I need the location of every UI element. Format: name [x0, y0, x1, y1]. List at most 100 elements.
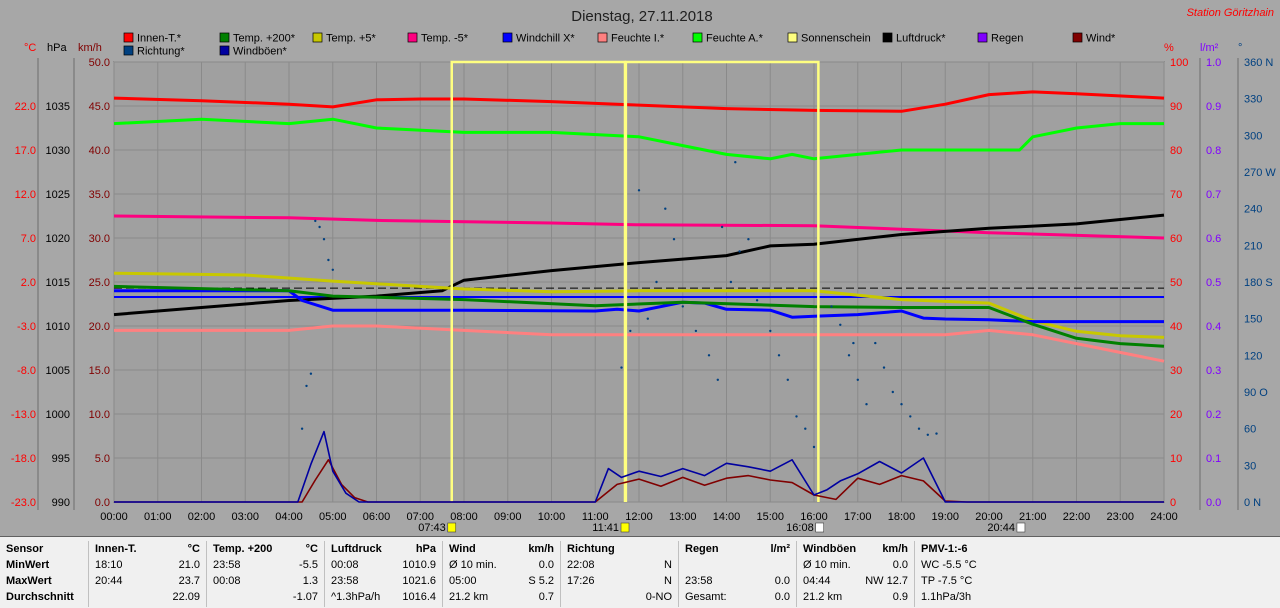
- stats-cell-label: ^1.3hPa/h: [331, 591, 381, 603]
- stats-column-header: Wind km/h: [449, 543, 554, 557]
- direction-point: [694, 329, 698, 333]
- time-tick-label: 04:00: [275, 511, 303, 523]
- direction-point: [681, 305, 684, 308]
- time-tick-label: 23:00: [1106, 511, 1134, 523]
- direction-point: [734, 161, 737, 164]
- left-unit-label: km/h: [78, 42, 102, 54]
- direction-point: [637, 189, 641, 192]
- direction-point: [935, 432, 938, 435]
- series-line: [114, 289, 1164, 324]
- stats-cell-label: WC -5.5 °C: [921, 559, 977, 571]
- direction-point: [629, 329, 632, 333]
- event-markers: 07:43 11:41 16:08 20:44: [418, 522, 1026, 534]
- direction-point: [655, 280, 658, 284]
- stats-cell-label: 17:26: [567, 575, 595, 587]
- stats-cell-value: 1016.4: [402, 591, 436, 603]
- legend: Innen-T.* Temp. +200* Temp. +5* Temp. -5* Wi…: [123, 32, 1116, 58]
- direction-tick-label: 330: [1244, 94, 1262, 106]
- stats-cell-label: Ø 10 min.: [803, 559, 851, 571]
- pressure-tick-label: 1015: [46, 277, 70, 289]
- stats-cell-label: 20:44: [95, 575, 123, 587]
- stats-cell-label: Gesamt:: [685, 591, 727, 603]
- stats-cell-label: 18:10: [95, 559, 123, 571]
- rain-tick-label: 0.2: [1206, 409, 1221, 421]
- stats-cell-row: 23:58 1021.6: [331, 575, 436, 589]
- stats-header-sensor: Sensor: [6, 543, 44, 555]
- time-tick-label: 13:00: [669, 511, 697, 523]
- rain-tick-label: 1.0: [1206, 57, 1221, 69]
- stats-cell-value: 0.0: [774, 591, 790, 603]
- rain-tick-label: 0.4: [1206, 321, 1221, 333]
- stats-cell-row: Ø 10 min. 0.0: [803, 559, 908, 573]
- stats-header-min: MinWert: [6, 559, 50, 571]
- legend-swatch: [219, 45, 230, 56]
- stats-column: Windböen km/h Ø 10 min. 0.0 04:44 NW 12.7 21.2…: [796, 541, 914, 607]
- temp-tick-label: -3.0: [17, 321, 36, 333]
- direction-point: [900, 403, 903, 406]
- temp-tick-label: 12.0: [15, 189, 36, 201]
- time-tick-label: 20:00: [975, 511, 1003, 523]
- stats-column-unit: °C: [187, 543, 200, 555]
- direction-point: [707, 354, 711, 357]
- stats-column-title: Regen: [685, 543, 719, 555]
- direction-point: [891, 390, 894, 394]
- stats-column-header: Luftdruck hPa: [331, 543, 436, 557]
- direction-point: [327, 258, 330, 262]
- direction-point: [777, 354, 781, 357]
- event-marker: [447, 522, 457, 533]
- time-tick-label: 18:00: [888, 511, 916, 523]
- legend-swatch: [882, 32, 893, 43]
- stats-cell-row: TP -7.5 °C: [921, 575, 1028, 589]
- direction-point: [322, 238, 326, 241]
- time-tick-label: 15:00: [756, 511, 784, 523]
- direction-point: [795, 415, 798, 418]
- stats-column-title: Innen-T.: [95, 543, 137, 555]
- event-label: 07:43: [418, 522, 446, 534]
- pressure-tick-label: 1020: [46, 233, 70, 245]
- series-line: [113, 213, 1165, 317]
- stats-cell-row: 20:44 23.7: [95, 575, 200, 589]
- humidity-tick-label: 90: [1170, 101, 1182, 113]
- time-tick-label: 08:00: [450, 511, 478, 523]
- statistics-panel: Sensor MinWert MaxWert Durchschnitt Inne…: [0, 536, 1280, 608]
- stats-cell-row: 23:58 -5.5: [213, 559, 318, 573]
- stats-column-header: PMV-1:-6: [921, 543, 1028, 557]
- temp-tick-label: -23.0: [11, 497, 36, 509]
- weather-chart: Dienstag, 27.11.2018 Station Göritzhain …: [11, 7, 1276, 534]
- stats-cell-label: 00:08: [331, 559, 359, 571]
- direction-point: [620, 366, 623, 369]
- stats-cell-row: 1.1hPa/3h: [921, 591, 1028, 605]
- stats-column: PMV-1:-6 WC -5.5 °C TP -7.5 °C 1.1hPa/3h: [914, 541, 1034, 607]
- humidity-tick-label: 100: [1170, 57, 1188, 69]
- direction-point: [847, 354, 851, 357]
- stats-cell-label: 23:58: [685, 575, 713, 587]
- direction-point: [314, 219, 317, 223]
- stats-cell-label: 23:58: [213, 559, 241, 571]
- stats-column-title: Temp. +200: [213, 543, 273, 555]
- direction-point: [917, 427, 921, 430]
- wind-tick-label: 15.0: [89, 365, 110, 377]
- stats-column-unit: l/m²: [770, 543, 790, 555]
- legend-label: Richtung*: [137, 46, 185, 58]
- legend-label: Temp. -5*: [421, 33, 469, 45]
- series-layer: [113, 60, 1165, 503]
- direction-point: [755, 299, 759, 302]
- direction-point: [309, 372, 313, 375]
- pressure-tick-label: 1035: [46, 101, 70, 113]
- rain-tick-label: 0.9: [1206, 101, 1221, 113]
- stats-cell-row: WC -5.5 °C: [921, 559, 1028, 573]
- temp-tick-label: 2.0: [21, 277, 36, 289]
- stats-cell-row: [685, 559, 790, 573]
- direction-point: [852, 341, 855, 345]
- legend-label: Feuchte I.*: [611, 33, 665, 45]
- humidity-tick-label: 70: [1170, 189, 1182, 201]
- direction-tick-label: 210: [1244, 240, 1262, 252]
- stats-cell-value: 0.9: [892, 591, 908, 603]
- stats-cell-row: 04:44 NW 12.7: [803, 575, 908, 589]
- stats-column-header: Innen-T. °C: [95, 543, 200, 557]
- stats-cell-row: Gesamt: 0.0: [685, 591, 790, 605]
- stats-column: Innen-T. °C 18:10 21.0 20:44 23.7 22.09: [88, 541, 206, 607]
- series-line: [114, 458, 1164, 503]
- time-tick-label: 01:00: [144, 511, 172, 523]
- stats-column-unit: hPa: [415, 543, 436, 555]
